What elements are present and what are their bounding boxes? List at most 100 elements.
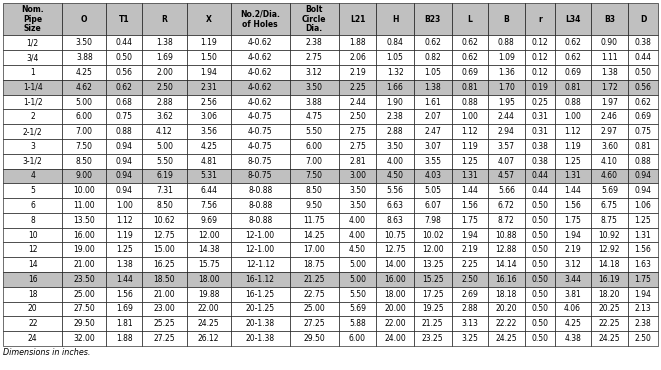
- Bar: [488, 95, 525, 110]
- Bar: [3, 257, 62, 272]
- Text: 21.00: 21.00: [153, 290, 175, 299]
- Text: 0.90: 0.90: [601, 38, 618, 47]
- Bar: [142, 36, 186, 50]
- Text: 1.97: 1.97: [601, 98, 618, 107]
- Text: 0.68: 0.68: [116, 98, 133, 107]
- Text: 27.25: 27.25: [153, 334, 175, 343]
- Bar: [591, 331, 628, 346]
- Text: 14: 14: [28, 260, 38, 269]
- Text: 1.66: 1.66: [387, 83, 404, 92]
- Bar: [142, 169, 186, 183]
- Text: 25.00: 25.00: [303, 305, 325, 313]
- Text: 2.19: 2.19: [349, 68, 366, 77]
- Bar: [290, 316, 338, 331]
- Bar: [231, 213, 290, 228]
- Text: 4.25: 4.25: [200, 142, 217, 151]
- Bar: [231, 242, 290, 257]
- Bar: [628, 272, 658, 287]
- Text: 2.56: 2.56: [200, 98, 217, 107]
- Bar: [3, 124, 62, 139]
- Bar: [376, 213, 414, 228]
- Bar: [451, 110, 488, 124]
- Bar: [290, 36, 338, 50]
- Bar: [414, 154, 451, 169]
- Bar: [3, 65, 62, 80]
- Bar: [3, 110, 62, 124]
- Bar: [3, 169, 62, 183]
- Text: 8-0.88: 8-0.88: [248, 201, 272, 210]
- Bar: [186, 228, 231, 242]
- Bar: [628, 154, 658, 169]
- Text: 12.00: 12.00: [422, 245, 444, 254]
- Text: 10.62: 10.62: [153, 216, 175, 225]
- Text: 3.12: 3.12: [564, 260, 581, 269]
- Bar: [376, 80, 414, 95]
- Text: 11.00: 11.00: [73, 201, 95, 210]
- Text: 19.00: 19.00: [73, 245, 95, 254]
- Bar: [555, 316, 591, 331]
- Bar: [142, 124, 186, 139]
- Bar: [414, 331, 451, 346]
- Bar: [3, 80, 62, 95]
- Bar: [555, 331, 591, 346]
- Text: 12-1.12: 12-1.12: [246, 260, 274, 269]
- Text: 3.50: 3.50: [349, 201, 366, 210]
- Bar: [62, 213, 106, 228]
- Text: 7.00: 7.00: [305, 157, 323, 166]
- Text: 2.75: 2.75: [349, 142, 366, 151]
- Text: 3.50: 3.50: [387, 142, 404, 151]
- Text: 27.50: 27.50: [73, 305, 95, 313]
- Bar: [376, 228, 414, 242]
- Bar: [231, 331, 290, 346]
- Text: 1.11: 1.11: [601, 53, 618, 62]
- Bar: [290, 110, 338, 124]
- Text: 4.00: 4.00: [349, 216, 366, 225]
- Text: 1.31: 1.31: [564, 171, 581, 181]
- Bar: [62, 3, 106, 36]
- Text: 10.02: 10.02: [422, 231, 444, 239]
- Text: 0.82: 0.82: [424, 53, 441, 62]
- Bar: [290, 80, 338, 95]
- Bar: [376, 139, 414, 154]
- Text: 0.94: 0.94: [116, 157, 133, 166]
- Bar: [414, 95, 451, 110]
- Bar: [555, 124, 591, 139]
- Bar: [338, 242, 376, 257]
- Text: 0.88: 0.88: [498, 38, 515, 47]
- Bar: [488, 242, 525, 257]
- Bar: [62, 257, 106, 272]
- Bar: [142, 154, 186, 169]
- Text: 1.31: 1.31: [461, 171, 478, 181]
- Bar: [186, 50, 231, 65]
- Text: 1.75: 1.75: [461, 216, 478, 225]
- Bar: [142, 198, 186, 213]
- Text: 2.50: 2.50: [635, 334, 651, 343]
- Bar: [628, 80, 658, 95]
- Bar: [62, 198, 106, 213]
- Text: 3.81: 3.81: [564, 290, 581, 299]
- Text: 3.62: 3.62: [156, 112, 173, 121]
- Bar: [628, 302, 658, 316]
- Text: 3.13: 3.13: [461, 319, 478, 328]
- Text: B: B: [504, 15, 509, 24]
- Text: 1.12: 1.12: [461, 127, 478, 136]
- Bar: [338, 36, 376, 50]
- Text: 2.19: 2.19: [461, 245, 478, 254]
- Bar: [3, 3, 62, 36]
- Text: 29.50: 29.50: [303, 334, 325, 343]
- Bar: [376, 169, 414, 183]
- Bar: [106, 331, 142, 346]
- Bar: [62, 287, 106, 302]
- Text: 5.31: 5.31: [200, 171, 217, 181]
- Text: 4-0.62: 4-0.62: [248, 38, 272, 47]
- Text: 1.75: 1.75: [564, 216, 581, 225]
- Text: 18.20: 18.20: [599, 290, 620, 299]
- Text: X: X: [206, 15, 212, 24]
- Text: 1.61: 1.61: [424, 98, 441, 107]
- Bar: [591, 3, 628, 36]
- Bar: [106, 242, 142, 257]
- Bar: [451, 272, 488, 287]
- Bar: [62, 139, 106, 154]
- Bar: [525, 169, 555, 183]
- Bar: [525, 242, 555, 257]
